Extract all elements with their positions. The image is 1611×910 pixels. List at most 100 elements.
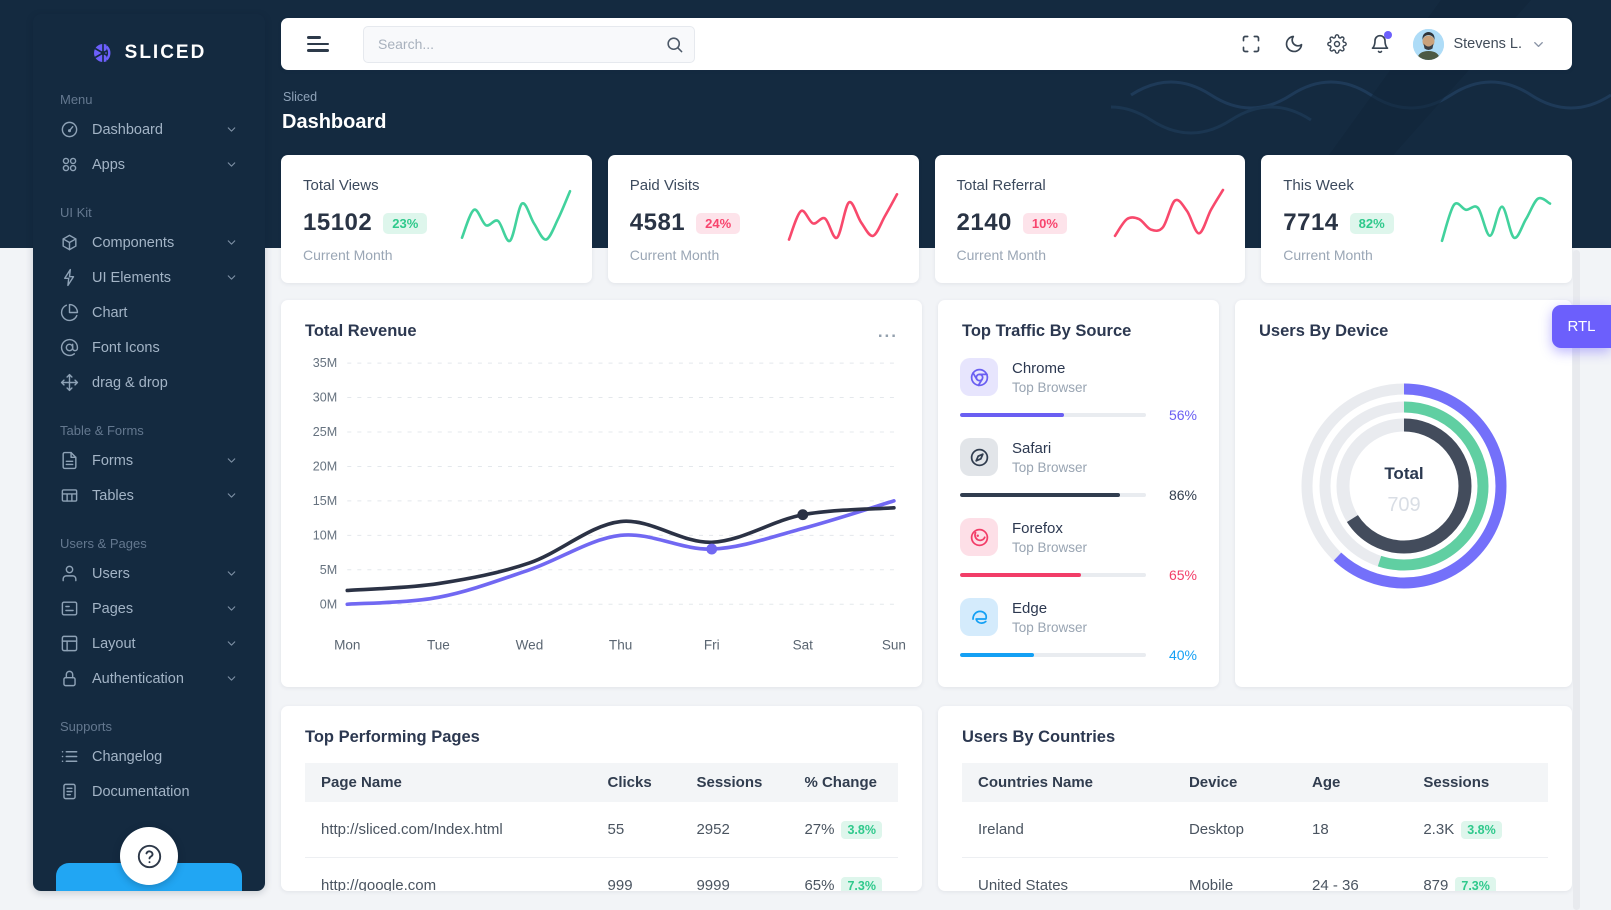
sidebar-item-chart[interactable]: Chart [60,295,238,330]
sidebar-item-label: Users [92,565,130,582]
stat-badge: 82% [1349,212,1394,234]
search-icon[interactable] [665,35,684,54]
sidebar-item-layout[interactable]: Layout [60,626,238,661]
sidebar-section-label: Table & Forms [60,423,144,438]
change-badge: 3.8% [1461,821,1502,839]
table-header-cell: Device [1172,763,1297,802]
total-revenue-card: Total Revenue ... 0M 5M 10M 15M 20M 25M 30M 35M… [281,300,922,687]
sidebar-item-dashboard[interactable]: Dashboard [60,112,238,147]
at-sign-icon [60,338,79,357]
sidebar-section-label: Users & Pages [60,536,147,551]
document-icon [60,782,79,801]
sidebar-item-components[interactable]: Components [60,225,238,260]
brand-name: SLICED [124,42,207,63]
breadcrumb[interactable]: Sliced [283,90,318,104]
sidebar-item-tables[interactable]: Tables [60,478,238,513]
stat-title: Paid Visits [629,177,700,194]
sidebar-item-ui-elements[interactable]: UI Elements [60,260,238,295]
safari-icon [960,438,998,476]
user-menu[interactable]: Stevens L. [1413,28,1546,60]
table-cell: 18 [1296,802,1408,858]
traffic-progress-bar [960,493,1146,497]
table-cell: 55 [591,802,681,858]
countries-card: Users By Countries Countries Name Device A… [938,706,1572,891]
sidebar-item-label: Forms [92,452,134,469]
stat-title: Total Referral [956,177,1046,194]
table-row: http://google.com 999 9999 65% 7.3% [305,857,898,891]
total-views-spark [460,189,572,243]
sidebar-item-forms[interactable]: Forms [60,443,238,478]
sidebar-item-label: Font Icons [92,339,160,356]
sidebar-item-label: Pages [92,600,134,617]
scrollbar[interactable] [1573,250,1580,910]
brand-logo[interactable]: SLICED [33,14,265,69]
sidebar-item-label: Components [92,234,175,251]
chevron-down-icon [225,123,238,136]
traffic-row-forefox: Forefox Top Browser 65% [960,518,1197,583]
stat-card-paid-visits: Paid Visits 4581 24% Current Month [607,155,919,283]
traffic-progress-bar [960,653,1146,657]
file-text-icon [60,451,79,470]
stat-card-total-referral: Total Referral 2140 10% Current Month [934,155,1246,283]
bolt-icon [60,268,79,287]
stat-value: 7714 [1283,209,1339,236]
sidebar-item-authentication[interactable]: Authentication [60,661,238,696]
svg-text:5M: 5M [320,563,337,577]
stat-caption: Current Month [629,247,720,263]
traffic-percent: 56% [1168,407,1197,423]
fullscreen-icon[interactable] [1241,34,1261,54]
table-cell: Ireland [962,802,1173,858]
sidebar-item-documentation[interactable]: Documentation [60,774,238,809]
change-badge: 7.3% [841,877,882,891]
table-cell: 999 [591,857,681,891]
svg-text:0M: 0M [320,597,337,611]
hamburger-menu-icon[interactable] [307,32,329,56]
help-button[interactable] [120,827,178,885]
svg-text:Fri: Fri [704,637,720,652]
svg-text:Wed: Wed [516,637,544,652]
stat-cards-row: Total Views 15102 23% Current Month Paid Vis… [281,155,1572,283]
sidebar-section-label: UI Kit [60,205,92,220]
traffic-progress-bar [960,413,1146,417]
sidebar-item-users[interactable]: Users [60,556,238,591]
devices-card-title: Users By Device [1259,322,1389,340]
gear-icon[interactable] [1327,34,1348,54]
top-pages-title: Top Performing Pages [305,728,480,746]
change-badge: 7.3% [1455,877,1496,891]
sidebar-item-changelog[interactable]: Changelog [60,739,238,774]
more-options-icon[interactable]: ... [877,321,898,341]
stat-badge: 10% [1022,212,1067,234]
sidebar-item-apps[interactable]: Apps [60,147,238,182]
table-row: Ireland Desktop 18 2.3K 3.8% [962,802,1548,858]
sidebar-item-pages[interactable]: Pages [60,591,238,626]
traffic-percent: 86% [1168,487,1197,503]
sidebar-section-label: Supports [60,719,113,734]
layout-icon [60,634,79,653]
table-cell: 27% 3.8% [788,802,898,858]
table-cell: United States [962,857,1173,891]
svg-text:Sun: Sun [882,637,906,652]
chevron-down-icon [225,489,238,502]
stat-caption: Current Month [1283,247,1373,263]
revenue-dark-marker [797,509,809,521]
traffic-row-safari: Safari Top Browser 86% [960,438,1197,503]
traffic-source-sub: Top Browser [1012,619,1088,635]
moon-icon[interactable] [1284,34,1304,54]
this-week-spark [1440,196,1552,243]
traffic-source-sub: Top Browser [1012,459,1088,475]
user-icon [60,564,79,583]
table-cell: 9999 [680,857,789,891]
sidebar-item-drag-drop[interactable]: drag & drop [60,365,238,400]
sidebar-item-label: Tables [92,487,134,504]
avatar [1413,28,1445,60]
chevron-down-icon [225,454,238,467]
traffic-card-title: Top Traffic By Source [962,322,1132,340]
search-input[interactable] [363,25,695,63]
sidebar-item-label: Chart [92,304,128,321]
chevron-down-icon [1531,37,1546,52]
bell-icon[interactable] [1370,31,1393,54]
chevron-down-icon [225,637,238,650]
sidebar-item-font-icons[interactable]: Font Icons [60,330,238,365]
paid-visits-spark [787,193,898,241]
rtl-toggle-button[interactable]: RTL [1552,305,1611,348]
